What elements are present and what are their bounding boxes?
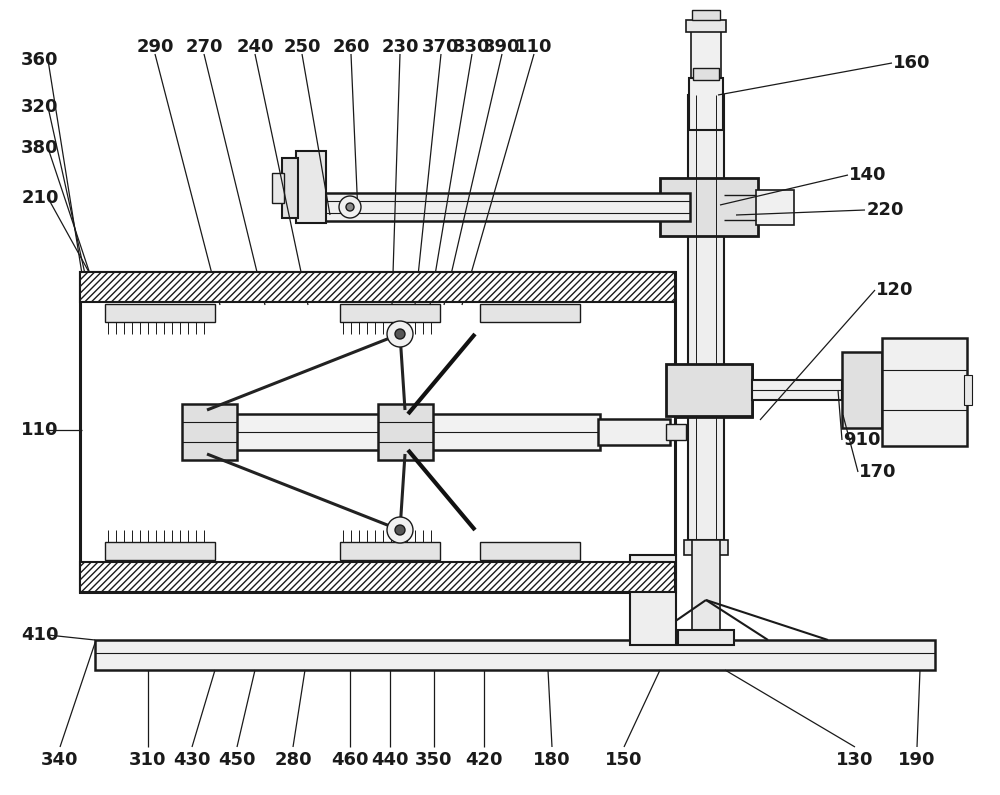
Bar: [182, 404, 237, 460]
Text: 330: 330: [453, 38, 491, 56]
Bar: [80, 272, 675, 592]
Circle shape: [346, 203, 354, 211]
Text: 350: 350: [415, 751, 453, 769]
Bar: [630, 555, 676, 645]
Bar: [693, 68, 719, 80]
Text: 120: 120: [876, 281, 914, 299]
Bar: [185, 414, 600, 450]
Text: 320: 320: [21, 98, 59, 116]
Text: 360: 360: [21, 51, 59, 69]
Text: 910: 910: [843, 431, 881, 449]
Text: 220: 220: [866, 201, 904, 219]
Bar: [378, 404, 433, 460]
Text: 440: 440: [371, 751, 409, 769]
Bar: [670, 378, 702, 402]
Text: 270: 270: [185, 38, 223, 56]
Text: 230: 230: [381, 38, 419, 56]
Text: 310: 310: [129, 751, 167, 769]
Bar: [272, 173, 284, 203]
Bar: [480, 542, 580, 560]
Text: 110: 110: [21, 421, 59, 439]
Bar: [692, 540, 720, 640]
Text: 250: 250: [283, 38, 321, 56]
Bar: [105, 304, 215, 322]
Text: 340: 340: [41, 751, 79, 769]
Circle shape: [395, 525, 405, 535]
Text: 130: 130: [836, 751, 874, 769]
Bar: [666, 424, 686, 440]
Text: 240: 240: [236, 38, 274, 56]
Bar: [320, 193, 690, 221]
Text: 460: 460: [331, 751, 369, 769]
Text: 260: 260: [332, 38, 370, 56]
Bar: [80, 562, 675, 592]
Bar: [684, 540, 728, 555]
Bar: [340, 304, 440, 322]
Bar: [660, 178, 758, 236]
Text: 180: 180: [533, 751, 571, 769]
Text: 450: 450: [218, 751, 256, 769]
Bar: [666, 365, 752, 417]
Circle shape: [387, 517, 413, 543]
Text: 150: 150: [605, 751, 643, 769]
Text: 370: 370: [422, 38, 460, 56]
Text: 410: 410: [21, 626, 59, 644]
Text: 160: 160: [893, 54, 931, 72]
Text: 380: 380: [21, 139, 59, 157]
Text: 290: 290: [136, 38, 174, 56]
Circle shape: [387, 321, 413, 347]
Bar: [882, 338, 967, 446]
Text: 420: 420: [465, 751, 503, 769]
Bar: [752, 380, 842, 400]
Bar: [842, 352, 882, 428]
Bar: [296, 151, 326, 223]
Circle shape: [395, 329, 405, 339]
Bar: [688, 95, 724, 540]
Text: 280: 280: [274, 751, 312, 769]
Bar: [80, 272, 675, 302]
Text: 110: 110: [515, 38, 553, 56]
Bar: [692, 10, 720, 20]
Bar: [282, 158, 298, 218]
Bar: [666, 364, 752, 416]
Bar: [686, 20, 726, 32]
Bar: [689, 78, 723, 130]
Bar: [340, 542, 440, 560]
Bar: [756, 190, 794, 225]
Bar: [95, 640, 935, 670]
Bar: [678, 630, 734, 645]
Text: 190: 190: [898, 751, 936, 769]
Text: 210: 210: [21, 189, 59, 207]
Bar: [105, 542, 215, 560]
Bar: [964, 375, 972, 405]
Text: 140: 140: [849, 166, 887, 184]
Text: 390: 390: [483, 38, 521, 56]
Text: 170: 170: [859, 463, 897, 481]
Text: 430: 430: [173, 751, 211, 769]
Circle shape: [339, 196, 361, 218]
Bar: [480, 304, 580, 322]
Bar: [691, 30, 721, 78]
Bar: [598, 419, 670, 445]
